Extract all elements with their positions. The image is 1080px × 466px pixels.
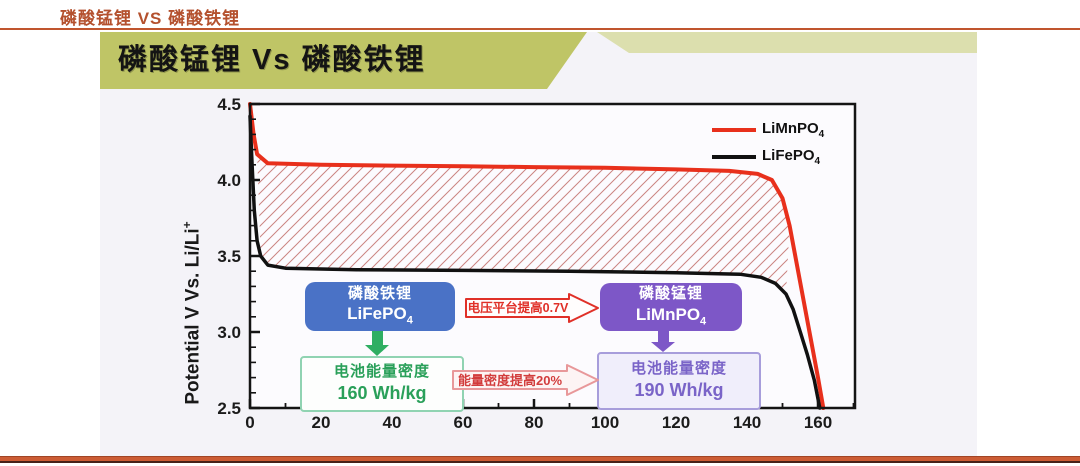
energy-increase-arrow: 能量密度提高20%	[452, 364, 599, 396]
plot-content: 0 20 40 60 80 100 120 140 160 4.5 4.0 3.5 3.0 2.5	[217, 95, 857, 432]
legend-item-limnpo4: LiMnPO4	[712, 120, 824, 140]
svg-text:60: 60	[454, 413, 473, 432]
bottom-border	[0, 456, 1080, 463]
chart-legend: LiMnPO4 LiFePO4	[712, 120, 824, 174]
svg-text:120: 120	[662, 413, 690, 432]
svg-text:160: 160	[804, 413, 832, 432]
voltage-increase-label: 电压平台提高0.7V	[468, 300, 569, 315]
limnpo4-box: 磷酸锰锂 LiMnPO4	[600, 283, 742, 331]
svg-text:100: 100	[591, 413, 619, 432]
svg-text:20: 20	[312, 413, 331, 432]
svg-text:4.0: 4.0	[217, 171, 241, 190]
voltage-increase-arrow: 电压平台提高0.7V	[465, 293, 599, 323]
svg-text:3.0: 3.0	[217, 323, 241, 342]
svg-text:40: 40	[383, 413, 402, 432]
svg-text:0: 0	[245, 413, 254, 432]
svg-text:2.5: 2.5	[217, 399, 241, 418]
energy-increase-label: 能量密度提高20%	[458, 373, 562, 388]
banner: 磷酸锰锂 Vs 磷酸铁锂	[100, 32, 587, 89]
limnpo4-line-swatch	[712, 128, 756, 132]
svg-text:140: 140	[733, 413, 761, 432]
header-rule	[0, 28, 1080, 30]
banner-accent-stripe	[597, 32, 977, 53]
svg-text:4.5: 4.5	[217, 95, 241, 114]
limnpo4-energy-box: 电池能量密度 190 Wh/kg	[597, 352, 761, 410]
page-title: 磷酸锰锂 VS 磷酸铁锂	[60, 9, 241, 28]
banner-title: 磷酸锰锂 Vs 磷酸铁锂	[118, 44, 426, 76]
purple-down-arrow	[651, 331, 675, 352]
lifepo4-energy-box: 电池能量密度 160 Wh/kg	[300, 356, 464, 412]
lifepo4-line-swatch	[712, 155, 756, 159]
figure-panel: 磷酸锰锂 Vs 磷酸铁锂 0 20 40 60 80 100 120 140 160 4.5 4.0…	[100, 32, 977, 459]
svg-text:3.5: 3.5	[217, 247, 241, 266]
y-axis-title: Potential V Vs. Li/Li+	[180, 221, 204, 405]
green-down-arrow	[365, 331, 389, 356]
lifepo4-box: 磷酸铁锂 LiFePO4	[305, 282, 455, 331]
discharge-capacity-chart: 0 20 40 60 80 100 120 140 160 4.5 4.0 3.5 3.0 2.5	[217, 95, 857, 432]
svg-text:80: 80	[525, 413, 544, 432]
legend-item-lifepo4: LiFePO4	[712, 147, 824, 167]
